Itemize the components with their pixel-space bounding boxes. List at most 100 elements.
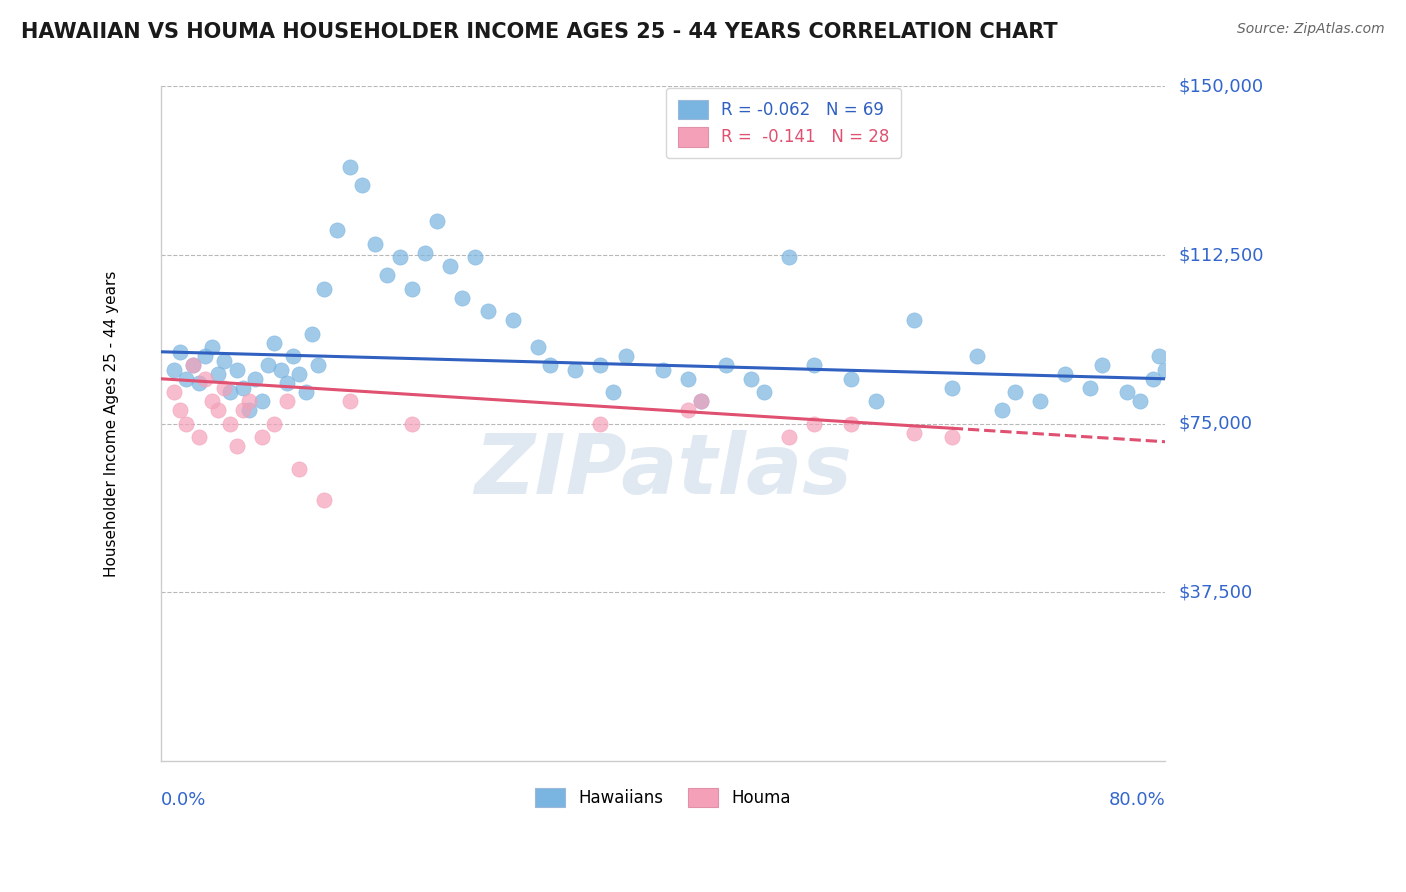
Point [464, 251, 486, 265]
Point [375, 268, 398, 283]
Point [181, 359, 204, 373]
Point [752, 385, 775, 400]
Point [1142, 372, 1164, 386]
Point [294, 385, 316, 400]
Point [966, 349, 988, 363]
Point [225, 439, 247, 453]
Point [941, 381, 963, 395]
Point [363, 236, 385, 251]
Point [232, 381, 254, 395]
Point [250, 430, 273, 444]
Point [564, 363, 586, 377]
Point [865, 394, 887, 409]
Point [778, 251, 800, 265]
Point [200, 394, 222, 409]
Point [250, 394, 273, 409]
Point [207, 403, 229, 417]
Point [388, 251, 411, 265]
Point [263, 335, 285, 350]
Point [439, 260, 461, 274]
Text: $37,500: $37,500 [1180, 583, 1253, 601]
Point [288, 368, 311, 382]
Text: Source: ZipAtlas.com: Source: ZipAtlas.com [1237, 22, 1385, 37]
Point [219, 385, 242, 400]
Point [413, 245, 436, 260]
Point [1053, 368, 1076, 382]
Point [689, 394, 711, 409]
Point [502, 313, 524, 327]
Text: Householder Income Ages 25 - 44 years: Householder Income Ages 25 - 44 years [104, 270, 118, 577]
Point [1154, 363, 1177, 377]
Point [589, 359, 612, 373]
Point [339, 161, 361, 175]
Text: $75,000: $75,000 [1180, 415, 1253, 433]
Point [225, 363, 247, 377]
Point [714, 359, 737, 373]
Point [307, 359, 329, 373]
Text: HAWAIIAN VS HOUMA HOUSEHOLDER INCOME AGES 25 - 44 YEARS CORRELATION CHART: HAWAIIAN VS HOUMA HOUSEHOLDER INCOME AGE… [21, 22, 1057, 42]
Point [200, 340, 222, 354]
Point [1004, 385, 1026, 400]
Point [1147, 349, 1170, 363]
Point [991, 403, 1014, 417]
Legend: Hawaiians, Houma: Hawaiians, Houma [529, 780, 799, 814]
Point [270, 363, 292, 377]
Point [263, 417, 285, 431]
Point [176, 417, 198, 431]
Point [352, 178, 374, 193]
Point [194, 349, 217, 363]
Point [181, 359, 204, 373]
Point [652, 363, 675, 377]
Point [169, 344, 191, 359]
Point [238, 394, 260, 409]
Point [281, 349, 304, 363]
Point [477, 304, 499, 318]
Point [188, 376, 211, 391]
Point [903, 313, 925, 327]
Point [207, 368, 229, 382]
Point [163, 385, 186, 400]
Point [678, 372, 700, 386]
Point [245, 372, 267, 386]
Point [188, 430, 211, 444]
Point [841, 372, 863, 386]
Text: 80.0%: 80.0% [1108, 791, 1166, 809]
Point [257, 359, 280, 373]
Point [401, 282, 423, 296]
Point [1129, 394, 1152, 409]
Point [314, 282, 336, 296]
Point [1078, 381, 1101, 395]
Point [426, 214, 449, 228]
Point [163, 363, 186, 377]
Point [602, 385, 624, 400]
Point [276, 394, 298, 409]
Point [288, 461, 311, 475]
Point [538, 359, 561, 373]
Point [614, 349, 637, 363]
Point [803, 417, 825, 431]
Point [176, 372, 198, 386]
Text: $112,500: $112,500 [1180, 246, 1264, 264]
Point [232, 403, 254, 417]
Point [678, 403, 700, 417]
Point [238, 403, 260, 417]
Point [1116, 385, 1139, 400]
Point [941, 430, 963, 444]
Point [326, 223, 349, 237]
Point [841, 417, 863, 431]
Point [314, 493, 336, 508]
Point [339, 394, 361, 409]
Point [301, 326, 323, 341]
Point [903, 425, 925, 440]
Point [194, 372, 217, 386]
Point [401, 417, 423, 431]
Point [212, 381, 235, 395]
Point [526, 340, 548, 354]
Text: $150,000: $150,000 [1180, 78, 1264, 95]
Text: 0.0%: 0.0% [162, 791, 207, 809]
Point [778, 430, 800, 444]
Point [1091, 359, 1114, 373]
Point [689, 394, 711, 409]
Point [589, 417, 612, 431]
Point [276, 376, 298, 391]
